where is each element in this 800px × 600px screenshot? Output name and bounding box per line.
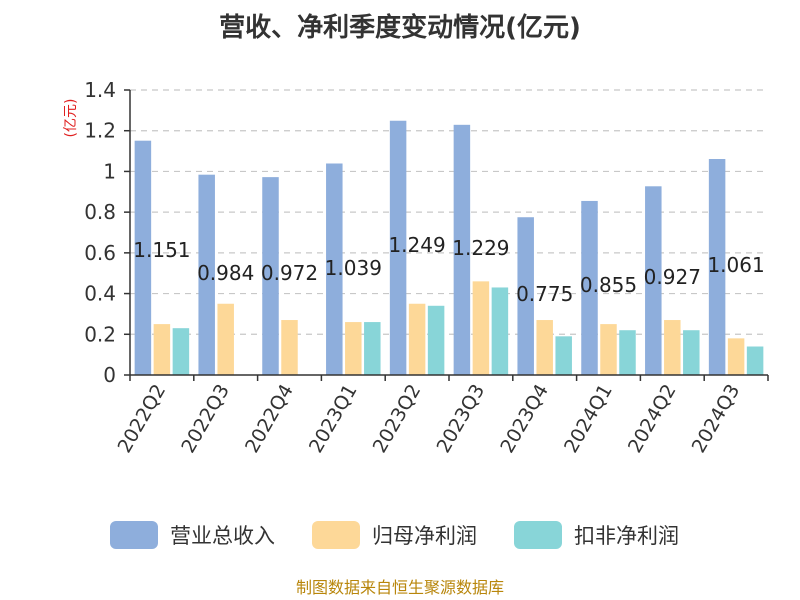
y-tick-label: 0.6 <box>84 241 116 265</box>
bar-deducted-net-profit <box>364 322 381 375</box>
data-source-note: 制图数据来自恒生聚源数据库 <box>296 578 504 597</box>
legend-swatch <box>514 521 562 549</box>
bar-revenue <box>517 217 534 375</box>
bar-deducted-net-profit <box>172 328 190 375</box>
chart-title: 营收、净利季度变动情况(亿元) <box>219 12 581 43</box>
legend-label: 营业总收入 <box>170 524 275 548</box>
revenue-data-label: 1.039 <box>325 256 382 280</box>
revenue-data-label: 1.061 <box>707 253 764 277</box>
bar-net-profit <box>281 320 298 375</box>
bar-revenue <box>326 163 343 375</box>
bar-revenue <box>581 200 598 375</box>
bar-deducted-net-profit <box>491 287 509 375</box>
bar-net-profit <box>345 322 362 375</box>
revenue-data-label: 1.229 <box>452 236 509 260</box>
bar-deducted-net-profit <box>619 330 636 375</box>
bar-deducted-net-profit <box>746 346 764 375</box>
bar-revenue <box>262 177 279 375</box>
x-category-label: 2023Q4 <box>496 381 553 457</box>
bar-revenue <box>134 140 152 375</box>
bar-net-profit <box>536 320 553 375</box>
y-axis-unit-label: (亿元) <box>63 99 79 138</box>
revenue-data-label: 0.972 <box>261 261 318 285</box>
bar-net-profit <box>472 281 490 375</box>
bar-deducted-net-profit <box>555 336 572 375</box>
bar-net-profit <box>600 324 617 375</box>
x-category-label: 2023Q1 <box>305 381 362 457</box>
bars-group <box>134 120 764 375</box>
bar-net-profit <box>217 303 234 375</box>
y-tick-label: 1.2 <box>84 119 116 143</box>
x-category-label: 2022Q2 <box>113 381 170 457</box>
revenue-data-label: 1.249 <box>388 233 445 257</box>
bar-revenue <box>645 186 662 375</box>
y-tick-label: 1.4 <box>84 78 116 102</box>
x-category-label: 2022Q3 <box>177 381 234 457</box>
legend-label: 归母净利润 <box>372 524 477 548</box>
y-tick-label: 0.2 <box>84 322 116 346</box>
legend: 营业总收入 归母净利润 扣非净利润 <box>110 521 679 549</box>
legend-swatch <box>110 521 158 549</box>
x-category-label: 2024Q3 <box>688 381 745 457</box>
y-tick-label: 0 <box>103 363 116 387</box>
y-tick-label: 0.8 <box>84 200 116 224</box>
x-category-label: 2023Q2 <box>369 381 426 457</box>
bar-revenue <box>389 120 407 375</box>
y-tick-label: 0.4 <box>84 282 116 306</box>
revenue-data-label: 0.927 <box>644 265 701 289</box>
bar-deducted-net-profit <box>683 330 700 375</box>
bar-net-profit <box>727 338 745 375</box>
grid-lines <box>130 89 768 335</box>
x-category-label: 2023Q3 <box>432 381 489 457</box>
bar-revenue <box>198 174 215 375</box>
legend-label: 扣非净利润 <box>574 524 679 548</box>
bar-net-profit <box>408 303 426 375</box>
bar-revenue <box>708 159 726 375</box>
x-category-label: 2022Q4 <box>241 381 298 457</box>
bar-revenue <box>453 124 471 375</box>
revenue-data-label: 0.984 <box>197 261 254 285</box>
legend-swatch <box>312 521 360 549</box>
revenue-data-label: 1.151 <box>133 238 190 262</box>
revenue-data-label: 0.855 <box>580 273 637 297</box>
x-category-label: 2024Q1 <box>560 381 617 457</box>
bar-net-profit <box>153 324 171 375</box>
bar-net-profit <box>664 320 681 375</box>
revenue-data-label: 0.775 <box>516 282 573 306</box>
bar-deducted-net-profit <box>427 305 445 375</box>
x-category-label: 2024Q2 <box>624 381 681 457</box>
y-tick-label: 1 <box>103 159 116 183</box>
